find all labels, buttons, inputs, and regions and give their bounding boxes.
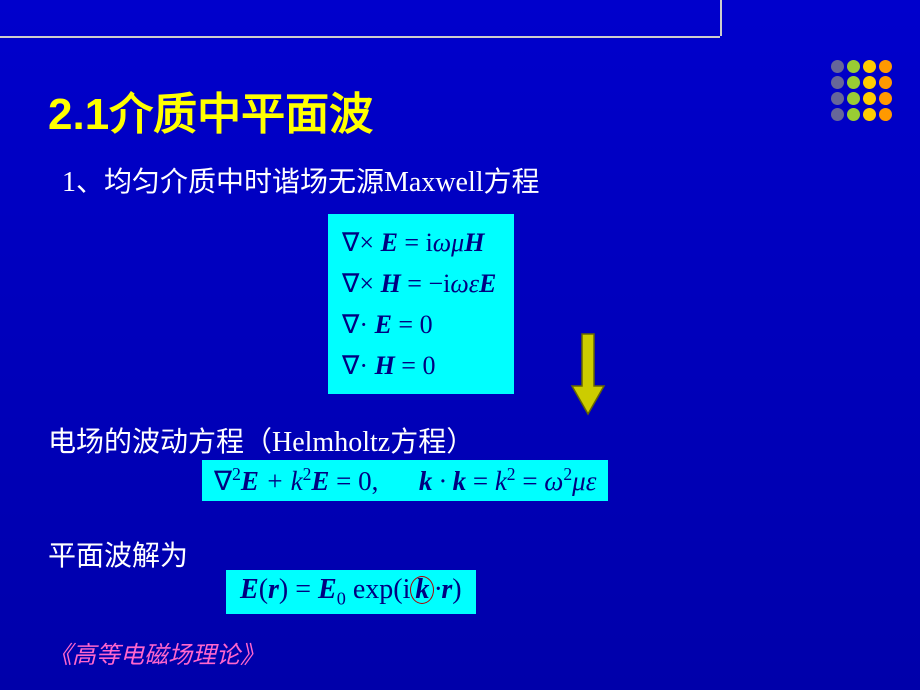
corner-dots <box>831 60 892 124</box>
dot <box>831 60 844 73</box>
dot <box>831 92 844 105</box>
eq-div-e: ∇· E = 0 <box>342 304 496 345</box>
subheading-1: 1、均匀介质中时谐场无源Maxwell方程 <box>62 160 540 200</box>
dot <box>847 76 860 89</box>
dot <box>831 76 844 89</box>
dot <box>863 76 876 89</box>
maxwell-equations-box: ∇× E = iωμH ∇× H = −iωεE ∇· E = 0 ∇· H =… <box>328 214 514 394</box>
dot <box>847 60 860 73</box>
dot <box>879 60 892 73</box>
dot <box>879 92 892 105</box>
subheading-2: 电场的波动方程（Helmholtz方程） <box>48 420 474 460</box>
footer-text: 《高等电磁场理论》 <box>48 635 264 670</box>
eq-curl-e: ∇× E = iωμH <box>342 222 496 263</box>
helmholtz-equation-box: ∇2E + k2E = 0, k · k = k2 = ω2με <box>202 460 608 501</box>
dot <box>863 60 876 73</box>
eq-div-h: ∇· H = 0 <box>342 345 496 386</box>
down-arrow-icon <box>570 330 606 418</box>
eq-curl-h: ∇× H = −iωεE <box>342 263 496 304</box>
header-rule <box>0 36 720 38</box>
header-vline <box>720 0 722 36</box>
dot <box>831 108 844 121</box>
dot <box>847 92 860 105</box>
dot <box>879 76 892 89</box>
dot <box>847 108 860 121</box>
subheading-3: 平面波解为 <box>48 534 188 574</box>
dot <box>863 92 876 105</box>
dot <box>879 108 892 121</box>
circled-k: k <box>410 576 434 604</box>
slide-title: 2.1介质中平面波 <box>48 78 373 142</box>
dot <box>863 108 876 121</box>
plane-wave-equation-box: E(r) = E0 exp(ik·r) <box>226 570 476 614</box>
